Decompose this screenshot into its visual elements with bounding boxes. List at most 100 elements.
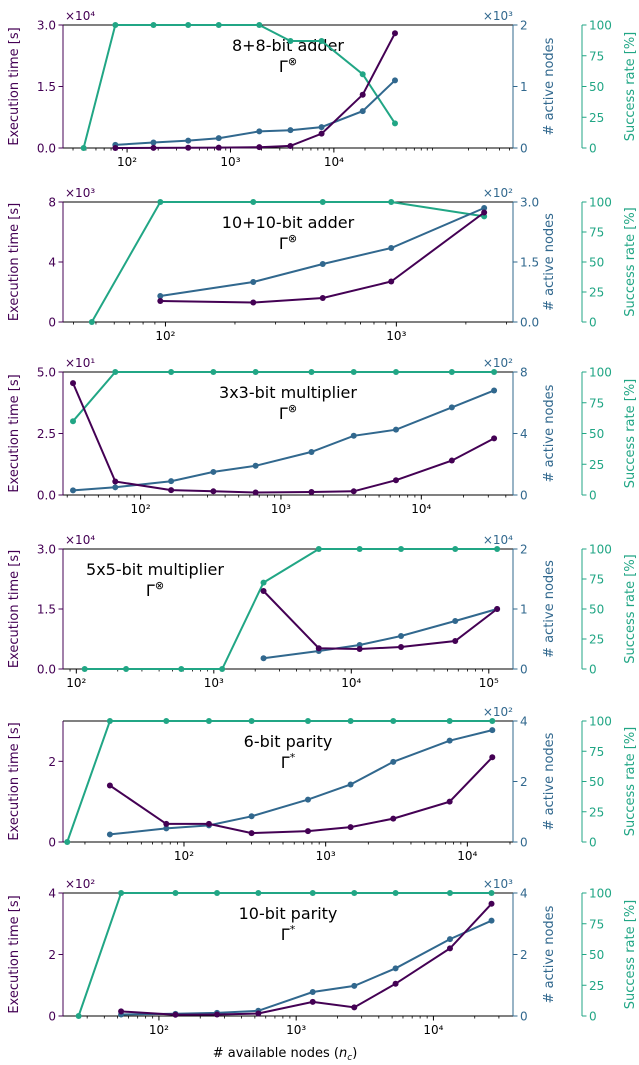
series-mid	[70, 387, 498, 494]
panel-subtitle-superscript: ⊗	[288, 402, 297, 415]
data-point	[318, 124, 325, 131]
x-tick-label: 10²	[131, 502, 151, 516]
data-point	[446, 890, 453, 896]
data-point	[481, 205, 488, 211]
mid-axis-label: # active nodes	[542, 384, 557, 482]
data-point	[359, 108, 366, 115]
data-point	[390, 718, 397, 724]
mid-tick-label: 4	[520, 427, 528, 441]
left-tick-label: 0	[48, 1010, 56, 1024]
data-point	[185, 137, 192, 144]
panel-title: 10-bit parity	[239, 904, 338, 923]
data-point	[112, 478, 119, 485]
data-point	[488, 917, 495, 924]
right-tick-label: 50	[589, 256, 604, 270]
panel-subtitle-symbol: Γ	[281, 753, 290, 772]
panel-subtitle-superscript: ⊗	[288, 232, 297, 245]
right-axis-label: Success rate [%]	[623, 32, 638, 142]
data-point	[448, 457, 455, 464]
left-axis-label: Execution time [s]	[7, 27, 22, 145]
data-point	[489, 727, 496, 734]
mid-tick-label: 4	[520, 715, 528, 729]
mid-tick-label: 8	[520, 366, 528, 380]
data-point	[248, 830, 255, 837]
data-point	[350, 369, 357, 375]
data-point	[398, 546, 405, 552]
data-point	[398, 644, 405, 650]
data-point	[252, 369, 259, 375]
left-tick-label: 0.0	[37, 489, 56, 503]
data-point	[356, 546, 363, 552]
data-point	[452, 618, 459, 624]
right-tick-label: 75	[589, 745, 604, 759]
data-point	[70, 380, 77, 387]
right-tick-label: 50	[589, 80, 604, 94]
series-right	[81, 546, 501, 672]
panel-3: 10² 10³ 10⁴ 0.0 2.5 5.0 0 4 8 0 25 50 75 100 ×10¹ ×10² E…	[7, 356, 638, 516]
series-line	[72, 389, 495, 492]
data-point	[260, 579, 267, 586]
right-tick-label: 25	[589, 979, 604, 993]
left-tick-label: 4	[48, 887, 56, 901]
data-point	[347, 781, 354, 788]
x-axis-label-close: )	[352, 1046, 357, 1061]
data-point	[359, 71, 366, 78]
data-point	[168, 487, 175, 494]
series-left	[106, 754, 496, 837]
data-point	[446, 718, 453, 724]
data-point	[452, 638, 459, 644]
data-point	[150, 144, 157, 151]
mid-tick-label: 0	[520, 836, 528, 850]
data-point	[260, 588, 267, 594]
panel-title: 10+10-bit adder	[222, 213, 355, 232]
x-tick-label: 10³	[316, 849, 336, 863]
data-point	[481, 209, 488, 216]
data-point	[219, 666, 226, 672]
data-point	[210, 488, 217, 495]
panel-subtitle: Γ⊗	[279, 232, 297, 253]
series-mid	[112, 77, 398, 148]
data-point	[157, 298, 164, 304]
data-point	[392, 965, 399, 972]
panel-4: 10² 10³ 10⁴ 10⁵ 0.0 1.5 3.0 0 1 2 0 25 50 75 100 ×10⁴ ×1…	[7, 533, 638, 690]
x-tick-label: 10³	[386, 329, 406, 343]
data-point	[250, 199, 257, 205]
data-point	[319, 295, 326, 301]
data-point	[214, 1011, 221, 1018]
series-line	[77, 892, 492, 1017]
data-point	[118, 1008, 125, 1015]
data-point	[215, 144, 222, 151]
series-line	[121, 919, 492, 1016]
series-right	[88, 199, 488, 325]
left-tick-label: 8	[48, 196, 56, 210]
data-point	[118, 890, 125, 896]
mid-tick-label: 0	[520, 1010, 528, 1024]
data-point	[392, 890, 399, 896]
data-point	[256, 22, 263, 28]
data-point	[185, 144, 192, 151]
x-tick-label: 10²	[66, 676, 86, 690]
data-point	[309, 890, 316, 896]
data-point	[309, 989, 316, 996]
data-point	[168, 369, 175, 375]
x-axis-label-text: # available nodes (	[213, 1046, 339, 1061]
panel-2: 10² 10³ 0 4 8 0.0 1.5 3.0 0 25 50 75 100 ×10³ ×10² Exec…	[7, 186, 638, 343]
data-point	[491, 387, 498, 394]
panel-subtitle-superscript: *	[290, 751, 296, 764]
data-point	[304, 828, 311, 835]
mid-tick-label: 0	[520, 142, 528, 156]
data-point	[256, 128, 263, 135]
data-point	[255, 890, 262, 896]
x-tick-label: 10⁴	[411, 502, 431, 516]
mid-multiplier: ×10³	[483, 9, 513, 23]
data-point	[448, 404, 455, 411]
x-tick-label: 10²	[149, 1023, 169, 1037]
mid-axis-label: # active nodes	[542, 732, 557, 830]
series-right	[80, 22, 398, 151]
panel-subtitle-superscript: ⊗	[155, 579, 164, 592]
mid-axis-label: # active nodes	[542, 37, 557, 135]
x-tick-label: 10⁴	[457, 849, 477, 863]
left-tick-label: 0	[48, 836, 56, 850]
data-point	[388, 245, 395, 251]
panel-subtitle: Γ⊗	[279, 402, 297, 423]
